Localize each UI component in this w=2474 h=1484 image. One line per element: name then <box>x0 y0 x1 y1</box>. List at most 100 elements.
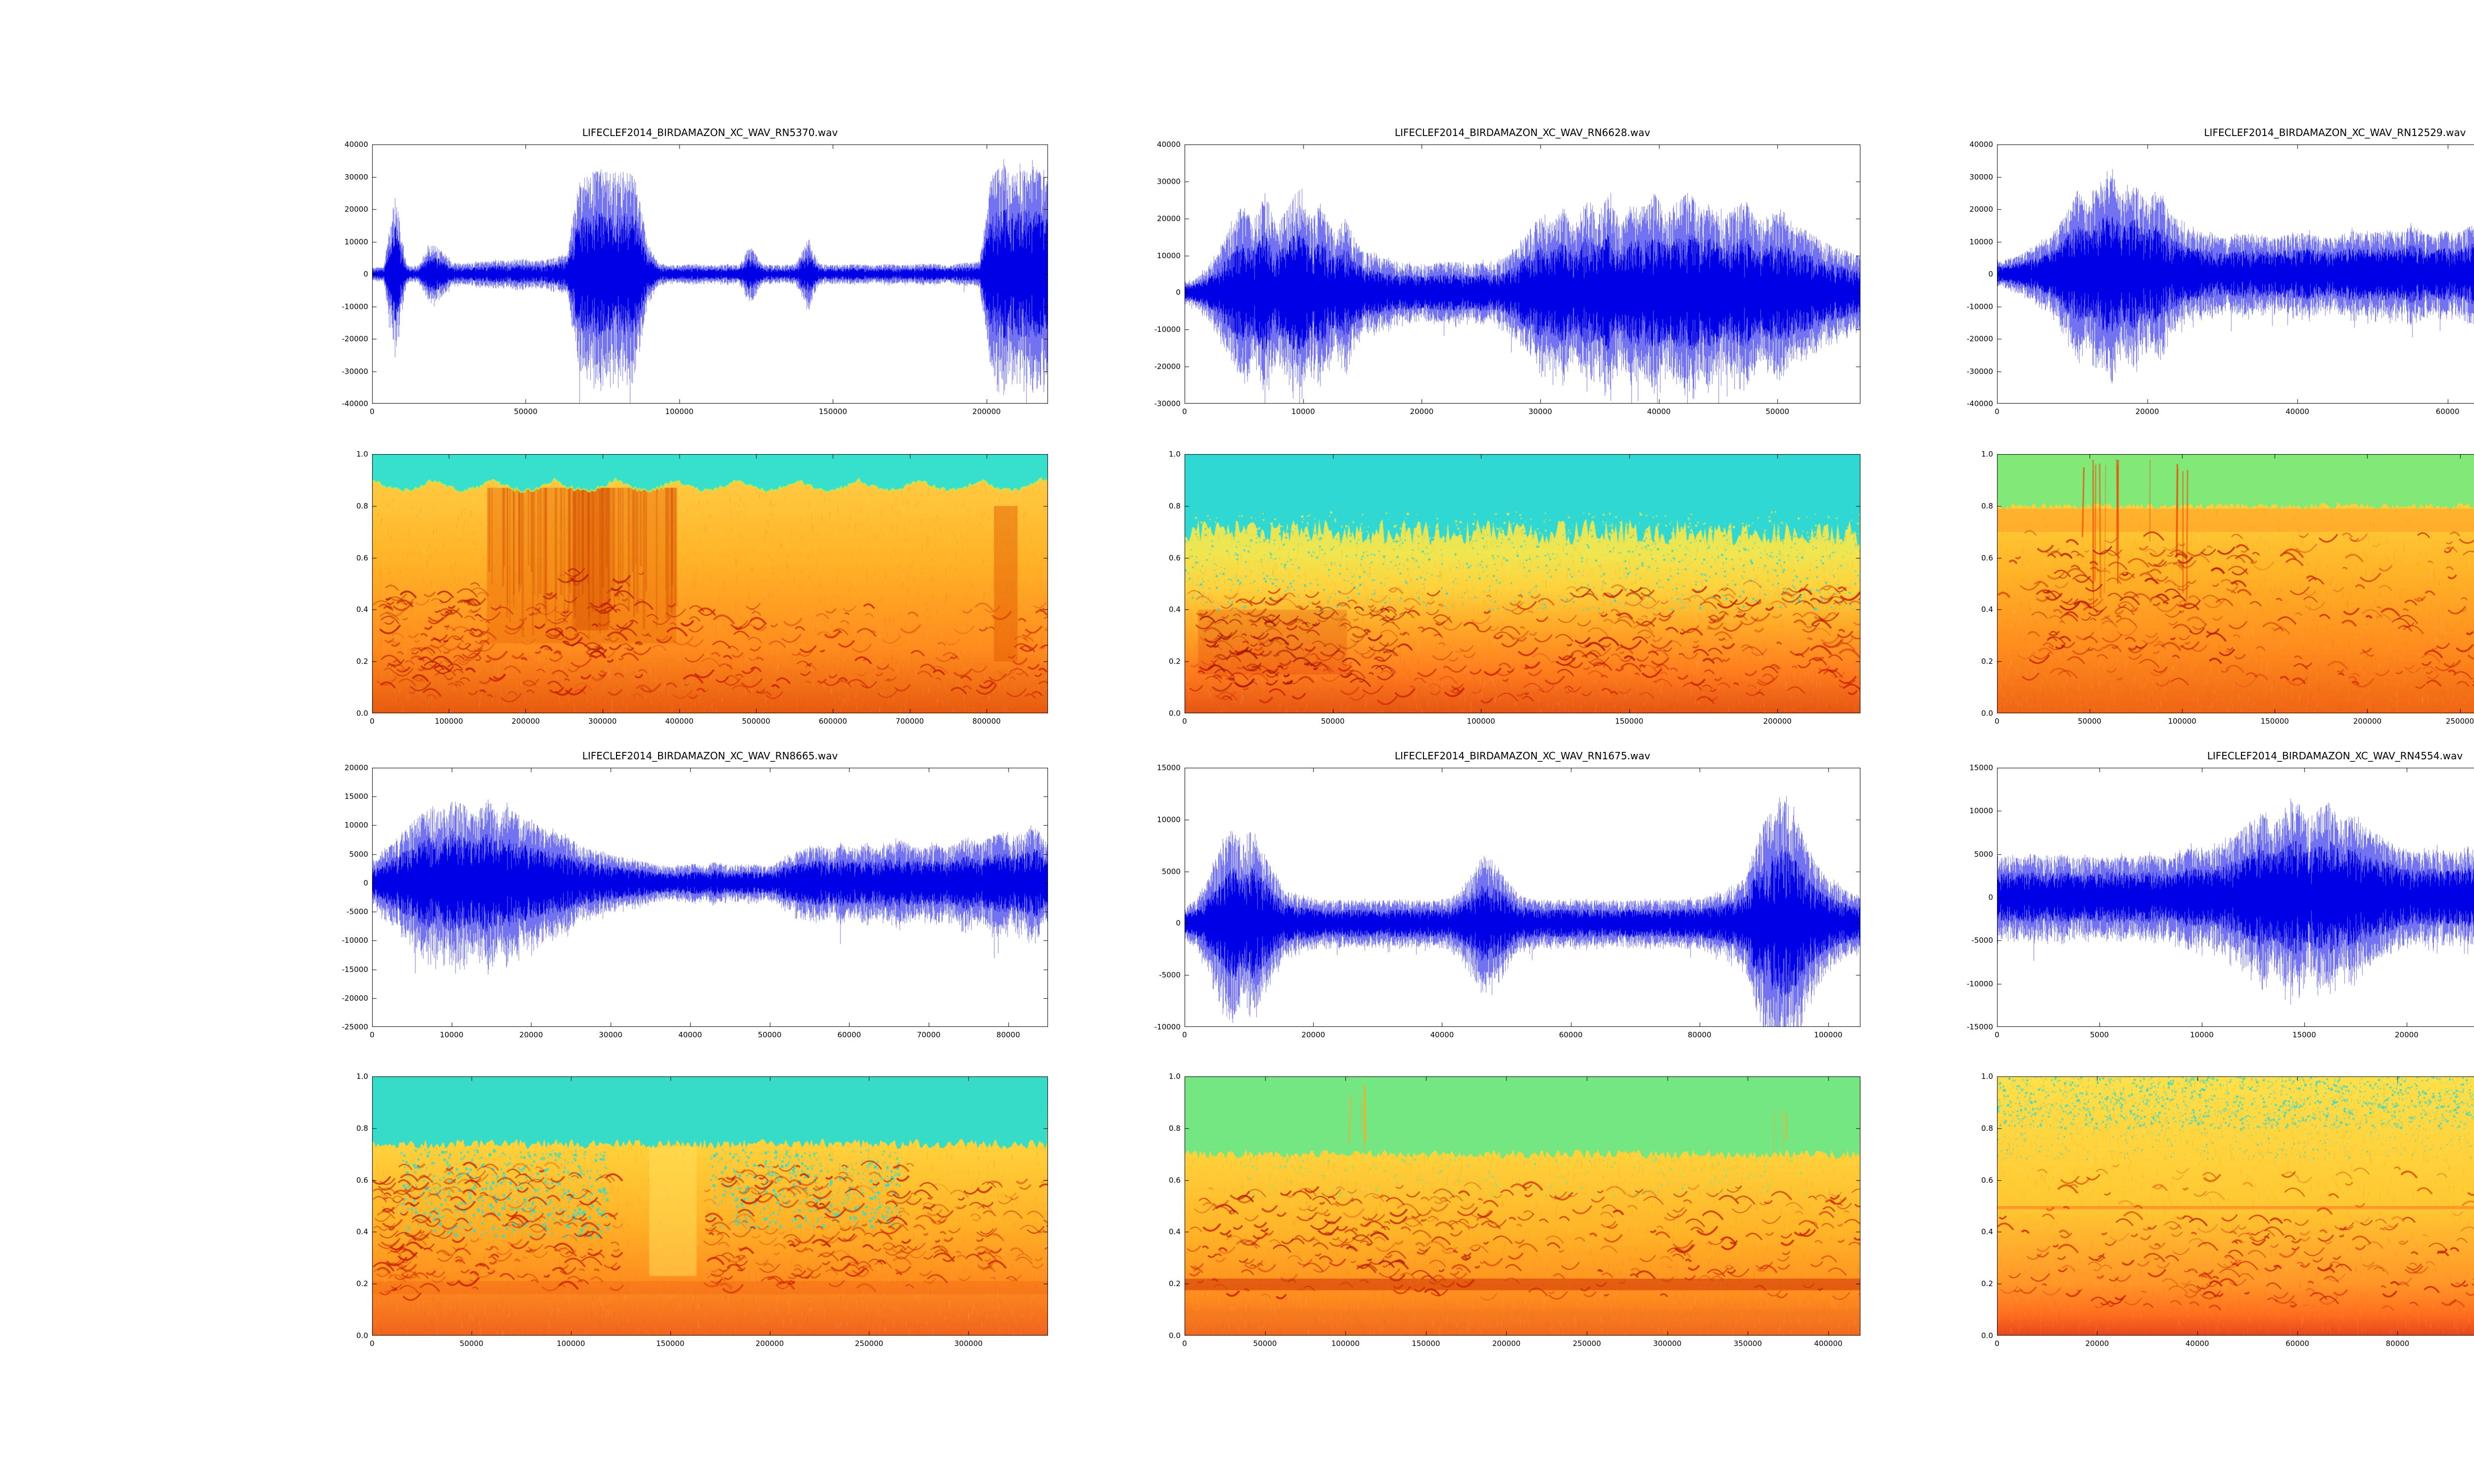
x-tick-label: 20000 <box>2085 1339 2109 1348</box>
y-tick-label: 30000 <box>1969 172 1993 182</box>
panel-title: LIFECLEF2014_BIRDAMAZON_XC_WAV_RN1675.wa… <box>1394 750 1651 762</box>
spectrogram-panel: 0 50000 100000 150000 200000 1.0 0.8 0.6 0.4 0.2 0… <box>1169 450 1860 726</box>
y-tick-label: 0.8 <box>1981 1123 1993 1133</box>
x-tick-label: 50000 <box>1321 717 1345 726</box>
x-tick-label: 200000 <box>755 1339 784 1348</box>
x-tick-label: 500000 <box>742 717 770 726</box>
waveform-panel: LIFECLEF2014_BIRDAMAZON_XC_WAV_RN5370.wa… <box>342 127 1048 416</box>
y-tick-label: 0.0 <box>356 1331 368 1340</box>
y-tick-label: 10000 <box>1969 237 1993 246</box>
x-tick-label: 250000 <box>1572 1339 1601 1348</box>
y-tick-label: 0.0 <box>356 709 368 718</box>
y-tick-label: -40000 <box>1966 399 1993 408</box>
x-tick-label: 300000 <box>588 717 617 726</box>
spectrogram-plot-canvas <box>372 1076 1048 1336</box>
y-tick-label: 0.6 <box>1981 553 1993 562</box>
y-tick-label: -20000 <box>1154 362 1181 371</box>
y-tick-label: -40000 <box>341 399 368 408</box>
y-tick-label: -30000 <box>1154 399 1181 408</box>
x-tick-label: 100000 <box>1814 1030 1843 1039</box>
x-tick-label: 50000 <box>1253 1339 1277 1348</box>
waveform-panel: LIFECLEF2014_BIRDAMAZON_XC_WAV_RN12529.w… <box>1967 127 2474 416</box>
y-tick-label: 15000 <box>1969 763 1993 772</box>
y-tick-label: 0 <box>363 270 368 278</box>
y-tick-label: 0 <box>1988 270 1993 278</box>
x-tick-label: 40000 <box>2185 1339 2209 1348</box>
waveform-plot-canvas <box>372 768 1048 1027</box>
x-tick-label: 30000 <box>1528 407 1552 416</box>
x-tick-label: 70000 <box>917 1030 941 1039</box>
y-tick-label: 0.4 <box>1981 1227 1993 1237</box>
x-tick-label: 0 <box>1182 717 1187 726</box>
y-tick-label: 10000 <box>1157 251 1181 260</box>
y-tick-label: 10000 <box>344 237 368 246</box>
y-tick-label: 1.0 <box>1169 1072 1181 1081</box>
spectrogram-panel: 0200004000060000800001000001200001.00.80… <box>1981 1072 2474 1348</box>
y-tick-label: -10000 <box>341 936 368 945</box>
waveform-panel: LIFECLEF2014_BIRDAMAZON_XC_WAV_RN4554.wa… <box>1967 750 2474 1039</box>
x-tick-label: 20000 <box>519 1030 543 1039</box>
y-tick-label: 5000 <box>1161 867 1181 876</box>
x-tick-label: 10000 <box>1291 407 1315 416</box>
x-tick-label: 40000 <box>1430 1030 1454 1039</box>
y-tick-label: 0.6 <box>1169 553 1181 562</box>
spectrogram-panel: 0 50000 100000 150000 200000 250000 300000 1.0 0… <box>356 1072 1048 1348</box>
x-tick-label: 20000 <box>1410 407 1434 416</box>
panel-title: LIFECLEF2014_BIRDAMAZON_XC_WAV_RN12529.w… <box>2204 127 2466 139</box>
x-tick-label: 250000 <box>855 1339 884 1348</box>
y-tick-label: 30000 <box>1157 177 1181 186</box>
y-tick-label: 0.6 <box>1981 1175 1993 1185</box>
y-tick-label: -5000 <box>1971 936 1993 945</box>
panel-title: LIFECLEF2014_BIRDAMAZON_XC_WAV_RN6628.wa… <box>1394 127 1651 139</box>
y-tick-label: 10000 <box>344 821 368 830</box>
y-tick-label: -10000 <box>1966 979 1993 988</box>
y-tick-label: 0.4 <box>1169 605 1181 614</box>
spectrogram-plot-canvas <box>1185 1076 1860 1336</box>
y-tick-label: -15000 <box>1966 1022 1993 1031</box>
waveform-panel: LIFECLEF2014_BIRDAMAZON_XC_WAV_RN8665.wa… <box>342 750 1048 1039</box>
x-tick-label: 80000 <box>996 1030 1020 1039</box>
x-tick-label: 5000 <box>2090 1030 2109 1039</box>
y-tick-label: 0.2 <box>1981 657 1993 666</box>
y-tick-label: 5000 <box>1974 849 1993 859</box>
spectrogram-panel: 0 100000 200000 300000 400000 500000 600000 700… <box>356 450 1048 726</box>
y-tick-label: 40000 <box>344 140 368 149</box>
y-tick-label: 1.0 <box>356 450 368 459</box>
x-tick-label: 100000 <box>1467 717 1495 726</box>
x-tick-label: 0 <box>1182 407 1187 416</box>
x-tick-label: 0 <box>370 407 375 416</box>
y-tick-label: 0.8 <box>356 501 368 510</box>
y-tick-label: -20000 <box>341 334 368 343</box>
y-tick-label: 0.8 <box>1169 1123 1181 1133</box>
x-tick-label: 200000 <box>972 407 1001 416</box>
x-tick-label: 100000 <box>2463 1339 2474 1348</box>
y-tick-label: 0.0 <box>1169 1331 1181 1340</box>
x-tick-label: 80000 <box>2385 1339 2410 1348</box>
y-tick-label: 10000 <box>1969 806 1993 816</box>
x-tick-label: 300000 <box>954 1339 983 1348</box>
x-tick-label: 60000 <box>837 1030 861 1039</box>
y-tick-label: -15000 <box>341 965 368 974</box>
x-tick-label: 300000 <box>1653 1339 1682 1348</box>
x-tick-label: 200000 <box>1492 1339 1521 1348</box>
waveform-plot-canvas <box>1185 768 1860 1027</box>
x-tick-label: 150000 <box>2260 717 2289 726</box>
x-tick-label: 20000 <box>2135 407 2159 416</box>
y-tick-label: 0.8 <box>356 1123 368 1133</box>
y-tick-label: 1.0 <box>1981 1072 1993 1081</box>
x-tick-label: 50000 <box>2078 717 2101 726</box>
y-tick-label: -20000 <box>341 993 368 1003</box>
x-tick-label: 150000 <box>818 407 847 416</box>
x-tick-label: 50000 <box>460 1339 483 1348</box>
y-tick-label: 5000 <box>349 849 368 859</box>
waveform-plot-canvas <box>372 144 1048 404</box>
x-tick-label: 20000 <box>1301 1030 1326 1039</box>
panel-title: LIFECLEF2014_BIRDAMAZON_XC_WAV_RN4554.wa… <box>2207 750 2463 762</box>
y-tick-label: -20000 <box>1966 334 1993 343</box>
y-tick-label: 0.0 <box>1169 709 1181 718</box>
spectrogram-panel: 0500001000001500002000002500003000003500… <box>1981 450 2474 726</box>
x-tick-label: 200000 <box>1763 717 1792 726</box>
y-tick-label: 0 <box>1988 893 1993 902</box>
waveform-panel: LIFECLEF2014_BIRDAMAZON_XC_WAV_RN6628.wa… <box>1154 127 1860 416</box>
y-tick-label: 20000 <box>1157 214 1181 223</box>
